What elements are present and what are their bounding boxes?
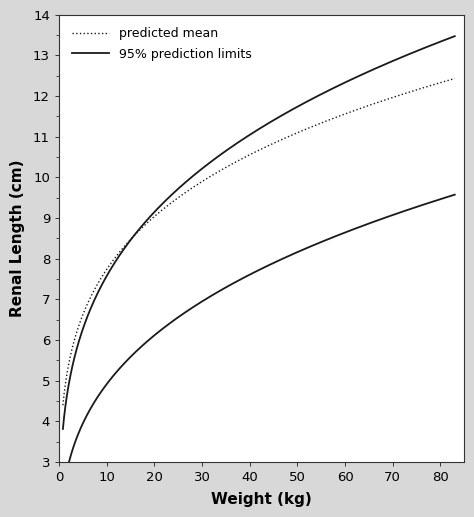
Legend: predicted mean, 95% prediction limits: predicted mean, 95% prediction limits [65, 21, 258, 67]
Y-axis label: Renal Length (cm): Renal Length (cm) [10, 160, 25, 317]
X-axis label: Weight (kg): Weight (kg) [211, 492, 312, 507]
